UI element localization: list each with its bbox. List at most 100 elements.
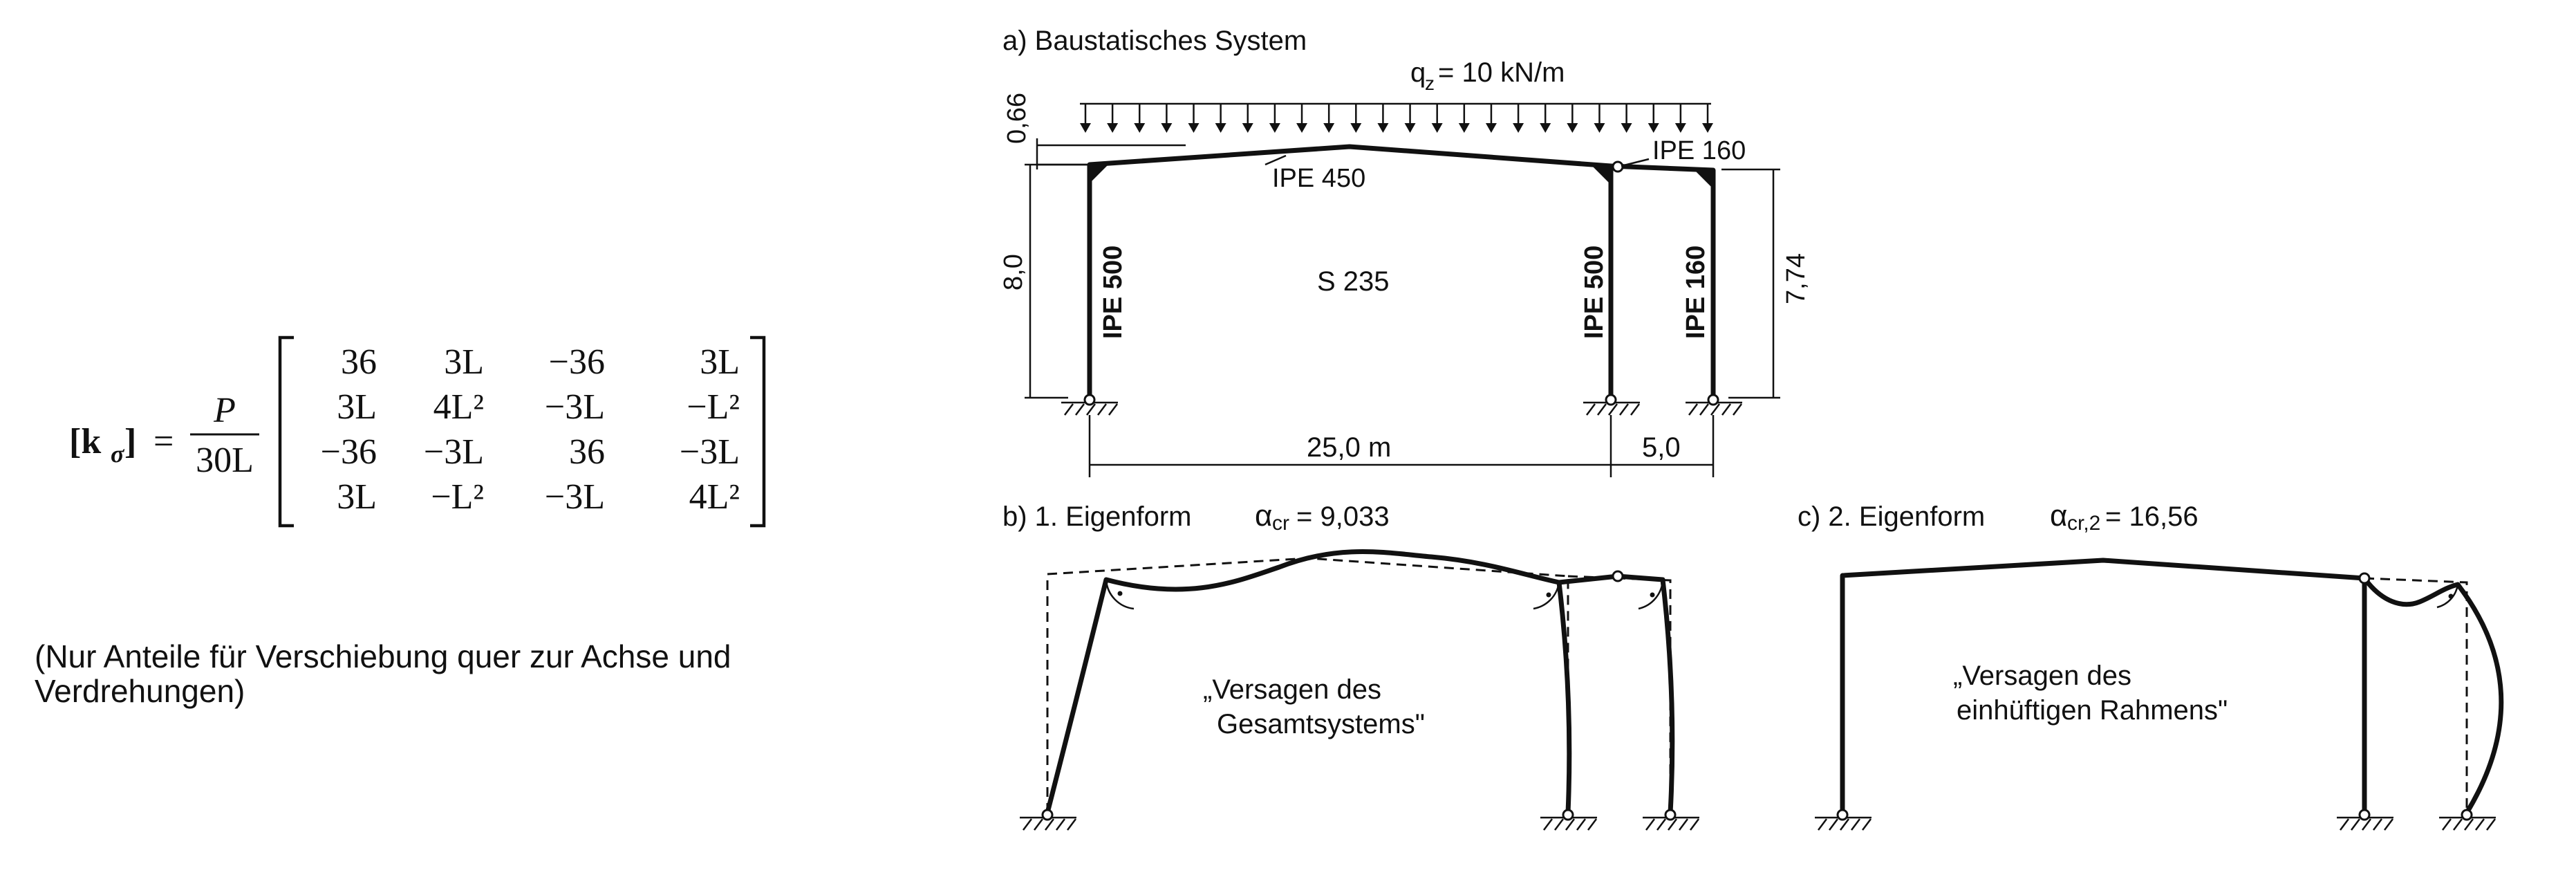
matrix-cell: 36 <box>341 342 377 382</box>
note-line-1: (Nur Anteile für Verschiebung quer zur A… <box>35 638 731 674</box>
panel-b-alpha-subscript: cr <box>1272 512 1289 535</box>
panel-b-first-mode: b) 1. Eigenform α cr = 9,033 „Versagen d… <box>1002 499 1699 831</box>
load-arrowhead <box>1648 123 1659 133</box>
beam-label-leader <box>1264 154 1287 166</box>
load-value: = 10 kN/m <box>1438 57 1565 88</box>
panel-b-caption-2: Gesamtsystems" <box>1217 709 1425 739</box>
support-right <box>1686 394 1742 416</box>
load-arrowhead <box>1485 123 1497 133</box>
panel-c-caption-2: einhüftigen Rahmens" <box>1957 695 2228 726</box>
corner-arc-middle <box>1533 582 1560 610</box>
span-main-label: 25,0 m <box>1307 432 1391 463</box>
load-arrowhead <box>1540 123 1551 133</box>
hinge-joint <box>1612 160 1624 173</box>
matrix-cell: −3L <box>424 432 484 472</box>
support-left <box>1061 394 1118 416</box>
matrix-cell: 4L² <box>689 477 740 517</box>
matrix-cell: 3L <box>337 477 377 517</box>
undeformed-lean-to <box>2364 577 2468 813</box>
load-arrowhead <box>1323 123 1335 133</box>
column-right-label: IPE 160 <box>1681 246 1710 339</box>
load-arrowhead <box>1567 123 1578 133</box>
matrix-cell: 3L <box>444 342 484 382</box>
panel-c-alpha-subscript: cr,2 <box>2067 512 2100 535</box>
support-right <box>1643 809 1699 831</box>
panel-a-title: a) Baustatisches System <box>1002 26 1307 56</box>
load-arrowhead <box>1350 123 1362 133</box>
load-label: q <box>1410 57 1426 88</box>
support-middle <box>1583 394 1640 416</box>
support-left <box>1020 809 1076 831</box>
haunch-left <box>1092 163 1110 181</box>
height-left-label: 8,0 <box>999 254 1028 291</box>
note-line-2: Verdrehungen) <box>35 673 245 709</box>
main-frame <box>1087 144 1612 398</box>
support-right <box>2439 809 2496 831</box>
load-arrowhead <box>1513 123 1524 133</box>
deformed-lean-to <box>2362 576 2504 814</box>
matrix-cell: −L² <box>431 477 484 517</box>
load-arrowhead <box>1431 123 1443 133</box>
panel-b-title: b) 1. Eigenform <box>1002 501 1191 532</box>
beam-small-label: IPE 160 <box>1652 136 1746 165</box>
panel-c-second-mode: c) 2. Eigenform α cr,2 = 16,56 „Versagen… <box>1798 499 2504 831</box>
matrix-factor-denominator: 30L <box>196 441 254 480</box>
corner-arc-right <box>1638 579 1664 610</box>
load-arrowhead <box>1269 123 1280 133</box>
matrix-cell: −3L <box>680 432 740 472</box>
support-left <box>1815 809 1872 831</box>
beam-main-label: IPE 450 <box>1272 164 1365 193</box>
matrix-cell: 3L <box>700 342 740 382</box>
panel-c-caption-1: „Versagen des <box>1953 661 2131 691</box>
load-arrowhead <box>1674 123 1686 133</box>
matrix-cell: 3L <box>337 387 377 427</box>
matrix-cell: −36 <box>321 432 377 472</box>
lean-to-frame <box>1610 163 1716 398</box>
panel-b-alpha-value: = 9,033 <box>1296 501 1390 532</box>
deformed-frame <box>1045 549 1572 813</box>
matrix-equals: = <box>153 422 174 461</box>
load-arrows <box>1080 104 1713 133</box>
matrix-lhs-close: ] <box>124 422 136 461</box>
load-arrowhead <box>1188 123 1200 133</box>
corner-arc-right <box>2436 584 2459 609</box>
load-arrowhead <box>1107 123 1119 133</box>
corner-arc-left <box>1105 579 1135 610</box>
matrix-note: (Nur Anteile für Verschiebung quer zur A… <box>35 638 731 709</box>
load-arrowhead <box>1458 123 1470 133</box>
roof-rise-label: 0,66 <box>1002 93 1032 144</box>
matrix-lhs: [k <box>69 422 101 461</box>
load-arrowhead <box>1242 123 1253 133</box>
matrix-cell: 36 <box>569 432 605 472</box>
small-beam-label-leader <box>1621 158 1650 167</box>
matrix-lhs-subscript: σ <box>111 440 125 468</box>
load-arrowhead <box>1296 123 1308 133</box>
load-label-subscript: z <box>1425 73 1435 94</box>
load-arrowhead <box>1134 123 1146 133</box>
matrix-cell: −3L <box>545 477 605 517</box>
panel-c-title: c) 2. Eigenform <box>1798 501 1985 532</box>
column-left-label: IPE 500 <box>1099 246 1128 339</box>
stiffness-matrix: [k σ ] = P 30L 36 3L −36 3L 3L 4L² −3L −… <box>69 335 766 528</box>
panel-b-caption-1: „Versagen des <box>1203 674 1381 705</box>
load-arrowhead <box>1161 123 1173 133</box>
hinge-joint <box>2358 572 2371 584</box>
main-frame <box>1840 558 2367 813</box>
matrix-right-bracket <box>750 335 766 528</box>
panel-c-alpha-value: = 16,56 <box>2105 501 2199 532</box>
hinge-joint <box>1612 570 1624 582</box>
matrix-factor-numerator: P <box>213 391 236 430</box>
load-arrowhead <box>1594 123 1605 133</box>
matrix-cell: −36 <box>549 342 605 382</box>
deformed-lean-to <box>1558 573 1675 813</box>
load-arrowhead <box>1080 123 1091 133</box>
load-arrowhead <box>1404 123 1416 133</box>
support-middle <box>2337 809 2393 831</box>
matrix-left-bracket <box>278 335 294 528</box>
panel-b-alpha-symbol: α <box>1255 499 1272 533</box>
support-middle <box>1540 809 1597 831</box>
material-label: S 235 <box>1317 266 1390 297</box>
matrix-cell: −3L <box>545 387 605 427</box>
load-arrowhead <box>1621 123 1632 133</box>
